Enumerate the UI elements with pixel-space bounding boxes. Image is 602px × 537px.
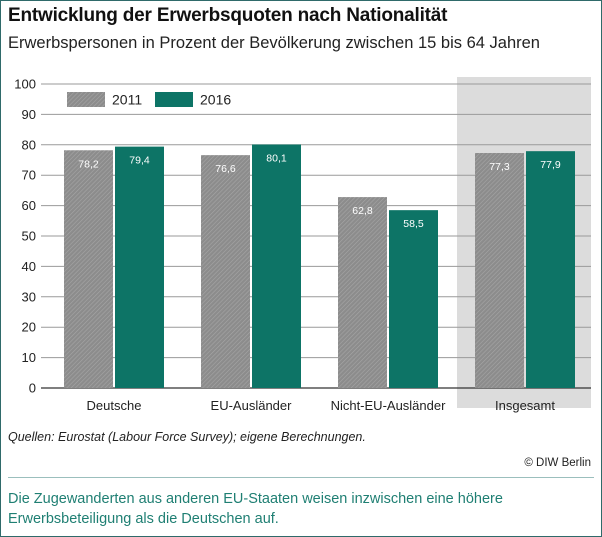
bar-2016-nicht-eu-ausl-nder [389,210,438,388]
data-label-2011-3: 77,3 [489,161,510,173]
bar-2016-insgesamt [526,151,575,388]
y-tick-label-80: 80 [22,137,36,152]
x-tick-label-0: Deutsche [87,398,142,413]
bar-2011-nicht-eu-ausl-nder [338,197,387,388]
data-label-2016-0: 79,4 [129,155,150,167]
copyright-note: © DIW Berlin [524,457,591,469]
data-label-2016-1: 80,1 [266,152,287,164]
bar-2011-deutsche [64,150,113,388]
bar-2016-eu-ausl-nder [252,144,301,388]
y-tick-label-50: 50 [22,229,36,244]
bar-chart: 0 10 20 30 40 50 60 70 80 90 100 78,2 76,6 62,8 77,3 79… [14,77,591,413]
x-tick-label-3: Insgesamt [495,398,555,413]
x-tick-label-1: EU-Ausländer [211,398,293,413]
chart-title: Entwicklung der Erwerbsquoten nach Natio… [8,5,448,26]
y-tick-label-40: 40 [22,259,36,274]
y-tick-label-100: 100 [14,77,36,92]
legend-label-2016: 2016 [200,92,231,108]
data-label-2011-2: 62,8 [352,205,373,217]
legend-swatch-2011 [67,92,105,107]
y-tick-label-60: 60 [22,198,36,213]
legend-label-2011: 2011 [112,92,142,108]
bar-2011-eu-ausl-nder [201,155,250,388]
y-tick-label-0: 0 [29,381,36,396]
y-tick-label-90: 90 [22,107,36,122]
x-tick-label-2: Nicht-EU-Ausländer [331,398,447,413]
divider [8,477,594,478]
y-tick-label-70: 70 [22,168,36,183]
data-label-2016-2: 58,5 [403,218,424,230]
data-label-2011-1: 76,6 [215,163,236,175]
data-label-2016-3: 77,9 [540,159,561,171]
source-note: Quellen: Eurostat (Labour Force Survey);… [8,430,366,444]
bar-2011-insgesamt [475,153,524,388]
y-tick-label-30: 30 [22,289,36,304]
caption-text: Die Zugewanderten aus anderen EU-Staaten… [8,491,503,527]
data-label-2011-0: 78,2 [78,158,99,170]
bar-2016-deutsche [115,146,164,388]
legend-swatch-2016 [155,92,193,107]
chart-subtitle: Erwerbspersonen in Prozent der Bevölkeru… [8,34,540,52]
y-tick-label-10: 10 [22,350,36,365]
y-tick-label-20: 20 [22,320,36,335]
